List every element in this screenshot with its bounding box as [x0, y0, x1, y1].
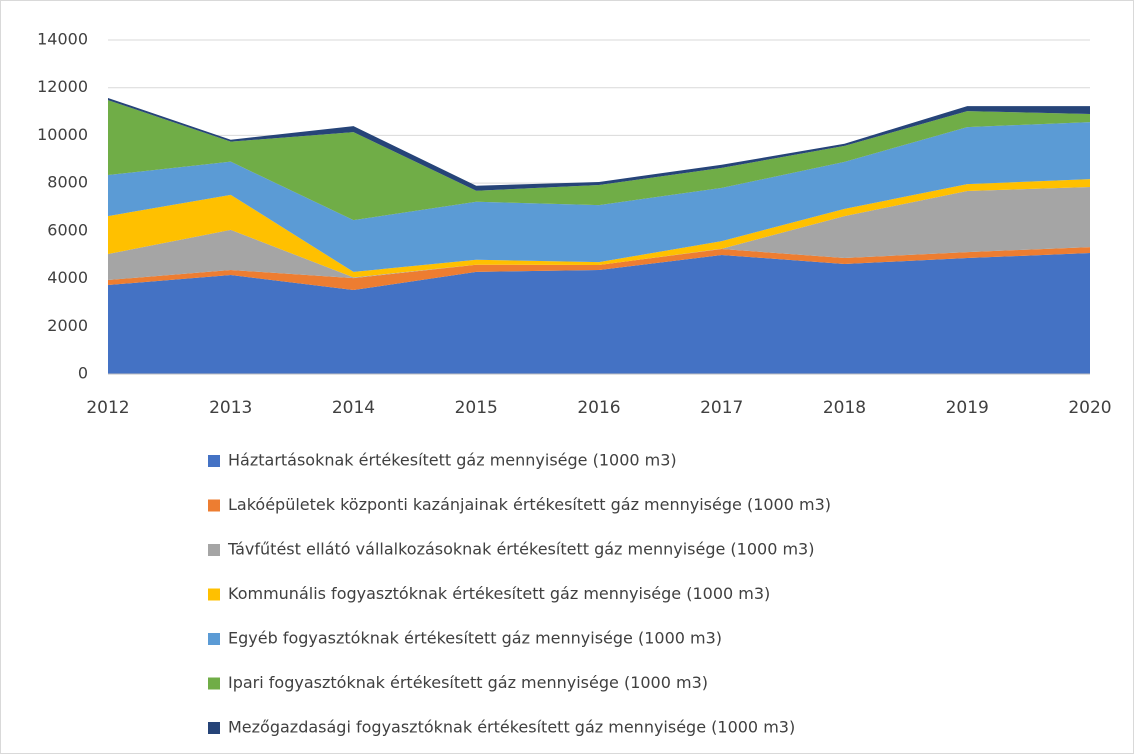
legend-label: Egyéb fogyasztóknak értékesített gáz men… — [228, 629, 722, 648]
area — [108, 97, 1090, 191]
legend-label: Kommunális fogyasztóknak értékesített gá… — [228, 584, 770, 603]
area — [108, 253, 1090, 374]
area — [108, 247, 1090, 291]
legend-swatch — [208, 633, 220, 645]
x-tick-label: 2014 — [332, 398, 375, 418]
x-tick-label: 2016 — [577, 398, 620, 418]
legend-swatch — [208, 455, 220, 467]
y-tick-label: 10000 — [37, 125, 88, 144]
y-tick-label: 8000 — [47, 173, 88, 192]
area — [108, 100, 1090, 221]
legend-swatch — [208, 499, 220, 512]
y-tick-label: 12000 — [37, 77, 88, 96]
area — [108, 179, 1090, 278]
area — [108, 122, 1090, 272]
legend-swatch — [208, 722, 220, 734]
legend-label: Távfűtést ellátó vállalkozásoknak értéke… — [227, 540, 814, 559]
legend-swatch — [208, 588, 220, 601]
legend-label: Mezőgazdasági fogyasztóknak értékesített… — [228, 718, 795, 737]
legend-label: Háztartásoknak értékesített gáz mennyisé… — [228, 451, 677, 470]
x-tick-label: 2019 — [946, 398, 989, 418]
x-tick-label: 2018 — [823, 398, 866, 418]
y-tick-label: 14000 — [37, 30, 88, 49]
x-tick-label: 2020 — [1068, 398, 1111, 418]
legend-label: Ipari fogyasztóknak értékesített gáz men… — [228, 673, 708, 692]
y-tick-label: 2000 — [47, 316, 88, 335]
y-tick-label: 0 — [78, 364, 88, 383]
legend-swatch — [208, 544, 220, 556]
y-tick-label: 4000 — [47, 268, 88, 287]
area — [108, 186, 1090, 281]
x-tick-label: 2017 — [700, 398, 743, 418]
x-tick-label: 2013 — [209, 398, 252, 418]
legend-label: Lakóépületek központi kazánjainak értéke… — [228, 495, 831, 514]
x-tick-label: 2012 — [86, 398, 129, 418]
y-tick-label: 6000 — [47, 220, 88, 239]
x-tick-label: 2015 — [455, 398, 498, 418]
legend-swatch — [208, 677, 220, 690]
